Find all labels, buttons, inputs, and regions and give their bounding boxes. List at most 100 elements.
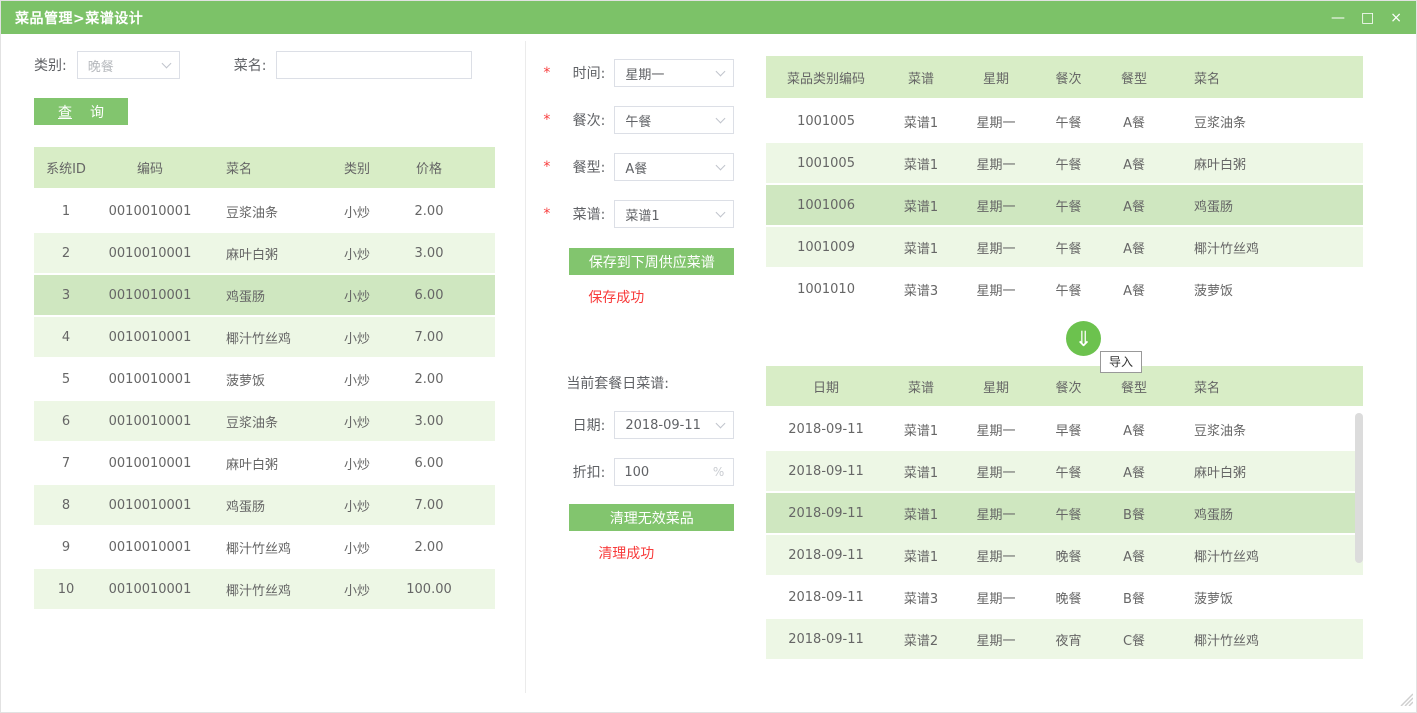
table-cell: 小炒 (343, 541, 370, 557)
table-cell: A餐 (1123, 465, 1145, 481)
category-select[interactable]: 晚餐 (76, 51, 180, 79)
required-mark: * (543, 159, 551, 175)
date-select[interactable]: 2018-09-11 (614, 411, 735, 439)
column-header: 系统ID (46, 162, 86, 177)
table-row[interactable]: 2 0010010001 麻叶白粥 小炒 3.00 (34, 233, 495, 275)
time-select[interactable]: 星期一 (614, 59, 735, 87)
column-header: 价格 (415, 162, 442, 177)
table-row[interactable]: 1001009 菜谱1 星期一 午餐 A餐 椰汁竹丝鸡 (766, 227, 1364, 269)
menu-select-value: 菜谱1 (625, 208, 660, 224)
required-mark: * (543, 112, 551, 128)
table-cell: 1001006 (797, 197, 855, 213)
page-title: 菜品管理>菜谱设计 (15, 10, 144, 27)
table-cell: 1001005 (797, 155, 855, 171)
table-row[interactable]: 4 0010010001 椰汁竹丝鸡 小炒 7.00 (34, 317, 495, 359)
table-cell: 午餐 (1055, 283, 1082, 299)
table-row[interactable]: 8 0010010001 鸡蛋肠 小炒 7.00 (34, 485, 495, 527)
table-cell: 星期一 (976, 423, 1016, 439)
table-row[interactable]: 1001005 菜谱1 星期一 午餐 A餐 麻叶白粥 (766, 143, 1364, 185)
meal-type-field: * 餐型: A餐 (526, 153, 764, 181)
table-row[interactable]: 1001005 菜谱1 星期一 午餐 A餐 豆浆油条 (766, 101, 1364, 143)
table-row[interactable]: 1001010 菜谱3 星期一 午餐 A餐 菠萝饭 (766, 269, 1364, 311)
table-cell: 椰汁竹丝鸡 (226, 331, 292, 347)
meal-select-value: 午餐 (625, 114, 652, 130)
table-cell: B餐 (1123, 591, 1145, 607)
table-cell: 0010010001 (108, 413, 192, 429)
discount-input[interactable] (624, 464, 705, 480)
table-cell: 星期一 (976, 157, 1016, 173)
column-header: 餐次 (1055, 380, 1082, 396)
table-cell: 麻叶白粥 (1194, 157, 1247, 173)
table-header-row: 菜品类别编码 菜谱 星期 餐次 餐型 菜名 (766, 56, 1364, 101)
query-button[interactable]: 查 询 (34, 98, 128, 125)
table-cell: 菜谱1 (903, 423, 939, 439)
table-cell: 2.00 (414, 539, 444, 555)
table-row[interactable]: 2018-09-11 菜谱2 星期一 夜宵 C餐 椰汁竹丝鸡 (766, 619, 1364, 661)
table-cell: 菜谱1 (903, 157, 939, 173)
table-cell: 2018-09-11 (788, 421, 864, 437)
dishname-input[interactable] (276, 51, 473, 79)
table-row[interactable]: 10 0010010001 椰汁竹丝鸡 小炒 100.00 (34, 569, 495, 611)
menu-editor-panel: * 时间: 星期一 * 餐次: 午餐 * 餐型: A餐 (526, 34, 764, 712)
table-cell: 2.00 (414, 203, 444, 219)
table-cell: A餐 (1123, 157, 1145, 173)
date-field: 日期: 2018-09-11 (526, 411, 764, 439)
column-header: 星期 (983, 380, 1010, 396)
table-cell: B餐 (1123, 507, 1145, 523)
table-cell: 午餐 (1055, 115, 1082, 131)
table-cell: 星期一 (976, 549, 1016, 565)
table-cell: 菜谱1 (903, 507, 939, 523)
panel-divider (525, 41, 527, 693)
table-row[interactable]: 7 0010010001 麻叶白粥 小炒 6.00 (34, 443, 495, 485)
table-row[interactable]: 2018-09-11 菜谱1 星期一 午餐 A餐 麻叶白粥 (766, 451, 1364, 493)
table-cell: 100.00 (406, 581, 452, 597)
table-row[interactable]: 5 0010010001 菠萝饭 小炒 2.00 (34, 359, 495, 401)
maximize-icon[interactable]: □ (1361, 9, 1375, 26)
table-cell: 椰汁竹丝鸡 (226, 583, 292, 599)
table-cell: 10 (57, 581, 75, 597)
menu-field: * 菜谱: 菜谱1 (526, 200, 764, 228)
table-cell: 7 (61, 455, 71, 471)
time-select-value: 星期一 (625, 67, 665, 83)
meal-type-select[interactable]: A餐 (614, 153, 735, 181)
current-daily-menu-label: 当前套餐日菜谱: (566, 376, 670, 392)
close-icon[interactable]: × (1390, 9, 1402, 26)
column-header: 菜谱 (908, 380, 935, 396)
table-cell: 1 (61, 203, 71, 219)
chevron-down-icon (715, 66, 726, 76)
table-cell: 0010010001 (108, 245, 192, 261)
save-next-week-button[interactable]: 保存到下周供应菜谱 (569, 248, 735, 275)
menu-select[interactable]: 菜谱1 (614, 200, 735, 228)
table-row[interactable]: 9 0010010001 椰汁竹丝鸡 小炒 2.00 (34, 527, 495, 569)
minimize-icon[interactable]: — (1331, 9, 1346, 26)
table-row[interactable]: 2018-09-11 菜谱1 星期一 午餐 B餐 鸡蛋肠 (766, 493, 1364, 535)
discount-label: 折扣: (572, 465, 606, 481)
table-cell: 菜谱1 (903, 241, 939, 257)
meal-type-select-value: A餐 (625, 161, 648, 177)
table-row[interactable]: 1001006 菜谱1 星期一 午餐 A餐 鸡蛋肠 (766, 185, 1364, 227)
table-cell: 鸡蛋肠 (226, 499, 266, 515)
table-row[interactable]: 2018-09-11 菜谱3 星期一 晚餐 B餐 菠萝饭 (766, 577, 1364, 619)
table-cell: 晚餐 (1055, 549, 1082, 565)
chevron-down-icon (161, 58, 172, 68)
meal-select[interactable]: 午餐 (614, 106, 735, 134)
import-button[interactable]: ⇓ (1066, 321, 1102, 356)
table-row[interactable]: 6 0010010001 豆浆油条 小炒 3.00 (34, 401, 495, 443)
clean-invalid-dishes-button[interactable]: 清理无效菜品 (569, 504, 735, 531)
table-row[interactable]: 2018-09-11 菜谱1 星期一 早餐 A餐 豆浆油条 (766, 409, 1364, 451)
table-cell: 2018-09-11 (788, 505, 864, 521)
table-cell: 星期一 (976, 241, 1016, 257)
chevron-down-icon (715, 113, 726, 123)
vertical-scrollbar-thumb[interactable] (1355, 413, 1364, 563)
table-cell: 午餐 (1055, 507, 1082, 523)
table-cell: 0010010001 (108, 539, 192, 555)
table-cell: 2018-09-11 (788, 547, 864, 563)
category-label: 类别: (34, 58, 67, 74)
table-cell: 3 (61, 287, 71, 303)
table-cell: 鸡蛋肠 (1194, 507, 1234, 523)
resize-grip-icon[interactable] (1393, 686, 1414, 710)
table-row[interactable]: 1 0010010001 豆浆油条 小炒 2.00 (34, 191, 495, 233)
table-row[interactable]: 2018-09-11 菜谱1 星期一 晚餐 A餐 椰汁竹丝鸡 (766, 535, 1364, 577)
table-cell: 9 (61, 539, 71, 555)
table-row[interactable]: 3 0010010001 鸡蛋肠 小炒 6.00 (34, 275, 495, 317)
